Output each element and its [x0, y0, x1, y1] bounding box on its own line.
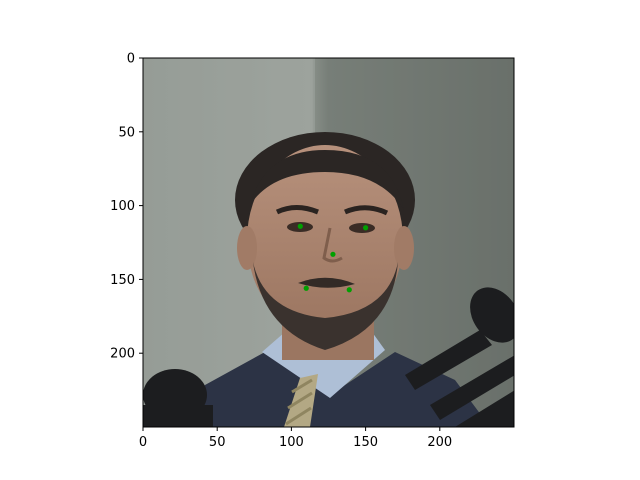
landmark-point-4 — [346, 287, 352, 293]
landmark-points — [297, 223, 369, 293]
x-tick-label-3: 150 — [353, 435, 378, 450]
face-photo — [143, 58, 514, 427]
x-tick-label-1: 50 — [209, 435, 226, 450]
landmark-point-2 — [330, 251, 336, 257]
x-tick-label-2: 100 — [279, 435, 304, 450]
landmark-point-0 — [297, 223, 303, 229]
x-tick-label-4: 200 — [427, 435, 452, 450]
y-tick-label-0: 0 — [127, 52, 135, 67]
landmark-point-3 — [303, 285, 309, 291]
landmark-point-1 — [363, 225, 369, 231]
y-axis: 0 50 100 150 200 — [110, 52, 143, 362]
x-axis: 0 50 100 150 200 — [139, 427, 452, 450]
y-tick-label-2: 100 — [110, 199, 135, 214]
y-tick-label-3: 150 — [110, 273, 135, 288]
y-tick-label-1: 50 — [118, 125, 135, 140]
y-tick-label-4: 200 — [110, 347, 135, 362]
x-tick-label-0: 0 — [139, 435, 147, 450]
axes-frame — [142, 57, 515, 428]
